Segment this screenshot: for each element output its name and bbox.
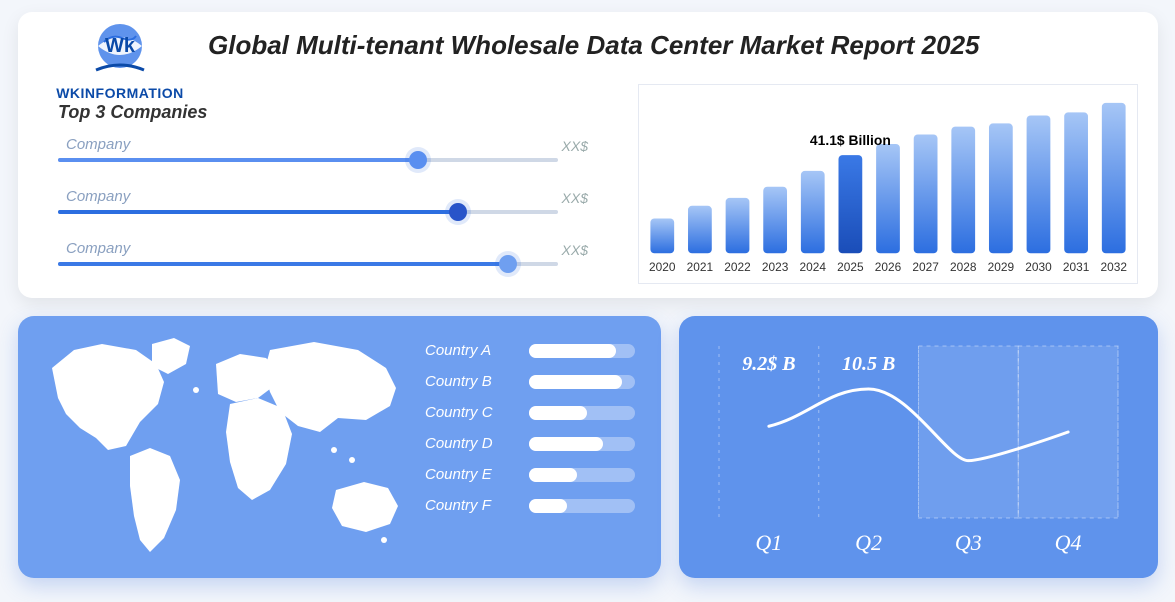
slider-knob: [409, 151, 427, 169]
svg-text:2031: 2031: [1063, 260, 1090, 274]
country-row: Country D: [425, 435, 635, 452]
country-bar-fill: [529, 437, 603, 451]
country-label: Country C: [425, 404, 515, 421]
country-row: Country E: [425, 466, 635, 483]
report-title: Global Multi-tenant Wholesale Data Cente…: [208, 30, 980, 61]
company-amount: XX$: [562, 190, 588, 206]
country-label: Country D: [425, 435, 515, 452]
country-label: Country E: [425, 466, 515, 483]
brand-logo: Wk WKINFORMATION: [50, 18, 190, 101]
country-bar-track: [529, 468, 635, 482]
svg-text:2028: 2028: [950, 260, 977, 274]
svg-text:Q2: Q2: [855, 530, 882, 555]
svg-text:2027: 2027: [912, 260, 938, 274]
geography-card: Country A Country B Country C Country D …: [18, 316, 661, 578]
country-row: Country A: [425, 342, 635, 359]
svg-text:2026: 2026: [875, 260, 902, 274]
country-label: Country F: [425, 497, 515, 514]
svg-text:2024: 2024: [800, 260, 827, 274]
svg-text:2022: 2022: [724, 260, 750, 274]
svg-text:Q4: Q4: [1055, 530, 1082, 555]
quarterly-line-card: Q1 Q2 Q3 Q4 9.2$ B 10.5 B: [679, 316, 1158, 578]
world-map-icon: [34, 330, 414, 564]
country-bar-fill: [529, 406, 587, 420]
svg-text:Q1: Q1: [755, 530, 782, 555]
svg-text:9.2$ B: 9.2$ B: [742, 353, 795, 375]
country-bar-track: [529, 375, 635, 389]
country-label: Country B: [425, 373, 515, 390]
slider-fill: [58, 158, 418, 162]
quarterly-line-chart: Q1 Q2 Q3 Q4 9.2$ B 10.5 B: [689, 326, 1148, 568]
country-row: Country B: [425, 373, 635, 390]
report-header-card: Wk WKINFORMATION Global Multi-tenant Who…: [18, 12, 1158, 298]
slider-fill: [58, 262, 508, 266]
svg-text:2020: 2020: [649, 260, 676, 274]
svg-text:Wk: Wk: [105, 35, 136, 57]
company-label: Company: [66, 136, 130, 153]
brand-name: WKINFORMATION: [50, 85, 190, 101]
country-row: Country C: [425, 404, 635, 421]
market-forecast-bar-chart: 2020 2021 2022 2023 2024 2025 2026 2027 2028 2029…: [638, 84, 1138, 284]
svg-text:2023: 2023: [762, 260, 789, 274]
country-bar-track: [529, 406, 635, 420]
country-bar-fill: [529, 468, 577, 482]
country-row: Country F: [425, 497, 635, 514]
company-amount: XX$: [562, 242, 588, 258]
country-bar-fill: [529, 344, 616, 358]
company-label: Company: [66, 240, 130, 257]
slider-knob: [449, 203, 467, 221]
svg-text:2032: 2032: [1101, 260, 1127, 274]
country-bar-track: [529, 437, 635, 451]
svg-text:41.1$ Billion: 41.1$ Billion: [810, 132, 891, 148]
country-bar-track: [529, 499, 635, 513]
country-label: Country A: [425, 342, 515, 359]
globe-icon: Wk: [90, 18, 150, 78]
slider-knob: [499, 255, 517, 273]
slider-fill: [58, 210, 458, 214]
svg-text:2025: 2025: [837, 260, 864, 274]
svg-text:10.5 B: 10.5 B: [842, 353, 895, 375]
company-label: Company: [66, 188, 130, 205]
company-amount: XX$: [562, 138, 588, 154]
country-list: Country A Country B Country C Country D …: [425, 342, 635, 528]
country-bar-fill: [529, 499, 567, 513]
svg-text:2029: 2029: [988, 260, 1015, 274]
svg-text:2030: 2030: [1025, 260, 1052, 274]
svg-text:Q3: Q3: [955, 530, 982, 555]
top3-heading: Top 3 Companies: [58, 102, 207, 123]
country-bar-fill: [529, 375, 622, 389]
svg-text:2021: 2021: [687, 260, 714, 274]
country-bar-track: [529, 344, 635, 358]
